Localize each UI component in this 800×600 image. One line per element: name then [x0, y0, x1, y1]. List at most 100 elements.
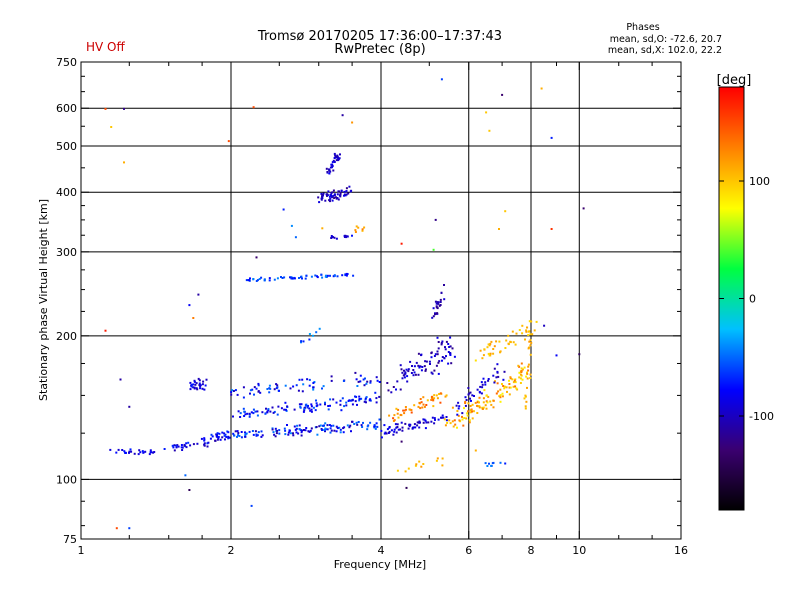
colorbar-band — [719, 392, 744, 394]
data-point — [449, 354, 452, 356]
x-tick-label: 6 — [465, 544, 472, 557]
colorbar-band — [719, 202, 744, 204]
data-point — [252, 408, 255, 411]
data-point — [352, 274, 355, 277]
y-tick-label: 100 — [56, 473, 77, 486]
data-point — [217, 435, 220, 438]
data-point — [308, 338, 311, 341]
data-point — [464, 404, 467, 407]
data-point — [420, 465, 423, 468]
data-point — [450, 362, 453, 365]
data-point — [331, 163, 334, 166]
data-point — [365, 401, 367, 404]
data-point — [424, 368, 427, 371]
data-point — [388, 430, 391, 433]
data-point — [380, 429, 383, 432]
data-point — [249, 392, 251, 395]
colorbar-band — [719, 400, 744, 402]
data-point — [473, 395, 475, 397]
data-point — [340, 189, 343, 192]
data-point — [418, 365, 421, 368]
data-point — [360, 397, 363, 400]
colorbar-band — [719, 200, 744, 202]
colorbar-band — [719, 154, 744, 156]
data-point — [472, 410, 475, 413]
data-point — [332, 424, 335, 427]
colorbar-band — [719, 449, 744, 451]
colorbar-band — [719, 296, 744, 298]
data-point — [441, 414, 444, 417]
data-point — [255, 433, 258, 436]
data-point — [224, 438, 226, 441]
data-point — [312, 406, 315, 409]
data-point — [346, 424, 349, 427]
data-point — [253, 386, 256, 389]
data-point — [310, 405, 313, 408]
colorbar-band — [719, 406, 744, 408]
colorbar-band — [719, 485, 744, 487]
x-tick-label: 4 — [378, 544, 385, 557]
colorbar-band — [719, 414, 744, 416]
data-point — [224, 433, 227, 436]
data-point — [330, 424, 333, 427]
data-point — [305, 403, 308, 406]
colorbar-band — [719, 123, 744, 125]
colorbar-band — [719, 471, 744, 473]
colorbar-band — [719, 91, 744, 93]
data-point — [192, 317, 195, 319]
data-point — [396, 380, 399, 383]
data-point — [495, 392, 498, 395]
data-point — [467, 387, 470, 389]
data-point — [464, 396, 467, 399]
data-point — [144, 450, 147, 453]
colorbar-band — [719, 212, 744, 214]
colorbar-band — [719, 391, 744, 393]
data-point — [448, 419, 451, 422]
colorbar-band — [719, 279, 744, 281]
data-point — [230, 391, 233, 394]
data-point — [388, 426, 391, 429]
colorbar-band — [719, 170, 744, 172]
colorbar-band — [719, 435, 744, 437]
data-point — [343, 190, 346, 193]
data-point — [471, 403, 474, 406]
colorbar-band — [719, 454, 744, 456]
data-point — [348, 426, 351, 429]
data-point — [315, 426, 318, 428]
colorbar-band — [719, 356, 744, 358]
data-point — [378, 395, 381, 398]
data-point — [284, 433, 287, 436]
data-point — [173, 449, 176, 452]
colorbar-band — [719, 324, 744, 326]
colorbar-band — [719, 439, 744, 441]
data-point — [280, 407, 283, 410]
y-tick-label: 75 — [63, 533, 77, 546]
data-point — [356, 423, 359, 426]
data-point — [440, 343, 443, 346]
colorbar-band — [719, 265, 744, 267]
colorbar-band — [719, 147, 744, 149]
data-point — [329, 197, 332, 200]
colorbar-band — [719, 380, 744, 382]
data-point — [520, 371, 523, 373]
data-point — [195, 382, 198, 385]
data-point — [399, 388, 402, 391]
colorbar-band — [719, 469, 744, 471]
data-point — [233, 434, 236, 437]
colorbar-band — [719, 330, 744, 332]
data-point — [318, 201, 321, 204]
data-point — [452, 425, 455, 428]
data-point — [373, 424, 376, 427]
data-point — [324, 422, 327, 425]
data-point — [358, 395, 361, 398]
data-point — [123, 107, 125, 110]
data-point — [463, 417, 466, 419]
colorbar-band — [719, 137, 744, 139]
x-tick-label: 10 — [572, 544, 586, 557]
colorbar-band — [719, 418, 744, 420]
data-point — [314, 409, 317, 412]
colorbar-band — [719, 214, 744, 216]
colorbar-band — [719, 183, 744, 185]
y-tick-label: 400 — [56, 186, 77, 199]
data-point — [482, 401, 485, 404]
